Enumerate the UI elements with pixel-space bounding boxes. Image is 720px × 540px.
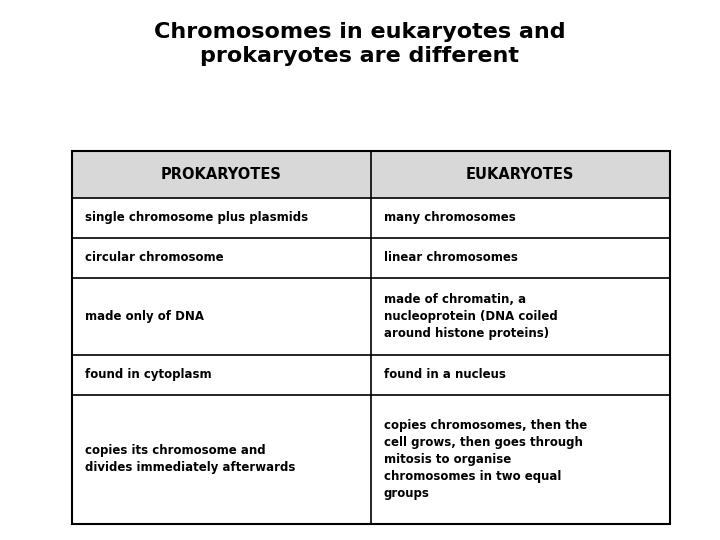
Text: found in a nucleus: found in a nucleus [384, 368, 505, 381]
Bar [72, 151, 670, 524]
Text: made of chromatin, a
nucleoprotein (DNA coiled
around histone proteins): made of chromatin, a nucleoprotein (DNA … [384, 293, 557, 340]
Text: copies chromosomes, then the
cell grows, then goes through
mitosis to organise
c: copies chromosomes, then the cell grows,… [384, 419, 587, 500]
Text: PROKARYOTES: PROKARYOTES [161, 167, 282, 182]
Text: many chromosomes: many chromosomes [384, 211, 516, 224]
Text: made only of DNA: made only of DNA [85, 310, 204, 323]
Text: EUKARYOTES: EUKARYOTES [466, 167, 575, 182]
Text: Chromosomes in eukaryotes and
prokaryotes are different: Chromosomes in eukaryotes and prokaryote… [154, 22, 566, 66]
Text: single chromosome plus plasmids: single chromosome plus plasmids [85, 211, 308, 224]
Text: copies its chromosome and
divides immediately afterwards: copies its chromosome and divides immedi… [85, 444, 295, 474]
Text: linear chromosomes: linear chromosomes [384, 252, 518, 265]
Bar [72, 151, 670, 198]
Text: circular chromosome: circular chromosome [85, 252, 224, 265]
Text: found in cytoplasm: found in cytoplasm [85, 368, 212, 381]
